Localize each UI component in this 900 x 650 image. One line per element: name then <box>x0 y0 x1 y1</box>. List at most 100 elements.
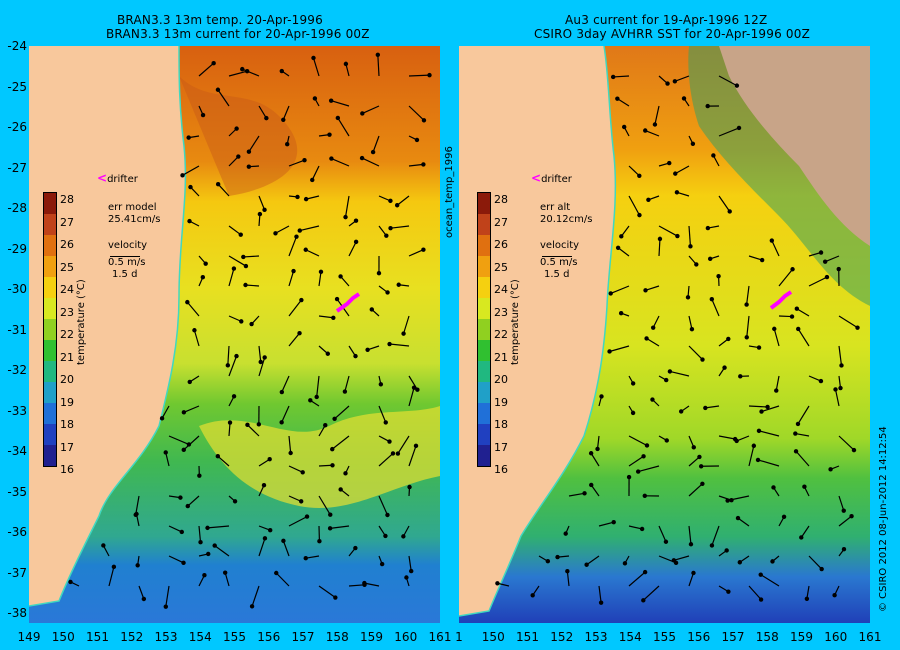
current-vector-head <box>333 595 338 600</box>
current-vector <box>746 315 750 338</box>
current-vector <box>372 135 380 153</box>
current-vector <box>344 375 350 392</box>
current-vector-head <box>206 551 211 557</box>
colorbar-tick-label: 26 <box>494 238 508 251</box>
current-vector <box>628 195 640 216</box>
current-vector <box>797 328 810 347</box>
current-vector <box>688 225 692 247</box>
x-tick-label-right: 153 <box>584 630 608 644</box>
current-vector-head <box>323 422 328 428</box>
current-vector <box>198 525 202 543</box>
current-vector-head <box>796 326 801 332</box>
colorbar-swatch <box>44 340 56 361</box>
colorbar-tick-label: 16 <box>60 463 74 476</box>
current-vector-head <box>180 173 185 178</box>
current-vector <box>838 315 858 329</box>
current-vector <box>282 540 290 557</box>
current-vector-head <box>644 443 650 448</box>
left-map-panel <box>29 46 440 623</box>
y-tick-label: -32 <box>7 363 27 377</box>
current-vector <box>568 492 585 497</box>
right-colorbar-label: temperature (°C) <box>510 279 521 365</box>
current-vector-head <box>421 118 427 123</box>
x-tick-label-right: 154 <box>618 630 642 644</box>
current-vector <box>396 195 410 206</box>
x-tick-label-right: 150 <box>481 630 505 644</box>
current-vector-head <box>327 526 333 531</box>
ocean-temp-side-label: ocean_temp_1996 <box>444 146 455 238</box>
current-vector <box>609 345 630 353</box>
current-vector-head <box>264 115 269 121</box>
current-vector-head <box>383 420 388 425</box>
left-velocity-value: 0.5 m/s <box>108 257 146 268</box>
current-vector-head <box>362 580 367 586</box>
current-vector-head <box>769 238 775 243</box>
current-vector-head <box>241 254 246 260</box>
left-land <box>29 46 186 606</box>
current-vector-head <box>790 267 795 272</box>
current-vector-head <box>310 177 315 183</box>
colorbar-tick-label: 25 <box>60 260 74 274</box>
colorbar-tick-label: 20 <box>494 373 508 386</box>
current-vector-head <box>200 112 206 118</box>
x-tick-label-right: 159 <box>790 630 813 644</box>
current-vector <box>586 555 600 566</box>
left-err-label: err model <box>108 202 157 213</box>
current-vector-head <box>781 514 787 520</box>
current-vector <box>737 517 750 527</box>
colorbar-tick-label: 17 <box>494 440 508 454</box>
y-tick-label: -36 <box>7 525 27 539</box>
right-title-line2: CSIRO 3day AVHRR SST for 20-Apr-1996 00Z <box>534 27 811 41</box>
left-title-line1: BRAN3.3 13m temp. 20-Apr-1996 <box>117 13 323 27</box>
current-vector <box>718 435 736 440</box>
current-vector-head <box>555 554 560 560</box>
current-vector <box>378 452 394 467</box>
current-vector <box>838 495 845 511</box>
y-tick-label: -38 <box>7 606 27 620</box>
current-vector-head <box>709 543 715 548</box>
current-vector <box>760 574 780 587</box>
current-vector-head <box>841 547 847 552</box>
current-vector-head <box>841 508 846 513</box>
colorbar-tick-label: 22 <box>494 328 508 341</box>
current-vector-head <box>68 579 73 585</box>
colorbar-tick-label: 17 <box>60 440 74 454</box>
current-vector-head <box>274 570 279 576</box>
current-vector <box>748 405 768 408</box>
x-tick-label-right: 155 <box>653 630 676 644</box>
current-vector <box>168 555 184 564</box>
current-vector-head <box>243 263 249 269</box>
current-vector-head <box>360 111 365 116</box>
colorbar-tick-label: 18 <box>60 418 74 431</box>
current-vector <box>795 450 810 467</box>
colorbar-swatch <box>44 445 56 466</box>
current-vector <box>613 75 630 78</box>
current-vector-head <box>734 438 739 444</box>
current-vector <box>161 405 170 419</box>
current-vector-head <box>285 142 290 147</box>
x-tick-label-right: 152 <box>550 630 574 644</box>
current-vector <box>688 525 692 545</box>
current-vector-head <box>404 575 409 580</box>
current-vector-head <box>388 198 393 204</box>
current-vector <box>348 241 357 257</box>
current-vector-head <box>793 431 798 436</box>
current-vector <box>645 285 660 291</box>
current-vector-head <box>304 514 310 519</box>
current-vector <box>312 57 320 77</box>
current-vector <box>838 435 855 451</box>
current-vector-head <box>303 556 308 561</box>
current-vector <box>645 129 660 137</box>
current-vector-head <box>795 421 801 427</box>
current-vector-head <box>385 512 390 518</box>
y-tick-label: -28 <box>7 201 27 215</box>
current-vector-head <box>759 409 764 414</box>
current-vector-head <box>619 234 624 239</box>
current-vector-head <box>234 126 239 131</box>
current-vector <box>654 105 660 125</box>
drifter-marker-icon: < <box>531 171 542 185</box>
current-vector-head <box>598 600 604 605</box>
current-vector <box>288 236 298 257</box>
current-vector-head <box>291 268 296 274</box>
colorbar-tick-label: 27 <box>60 215 74 229</box>
